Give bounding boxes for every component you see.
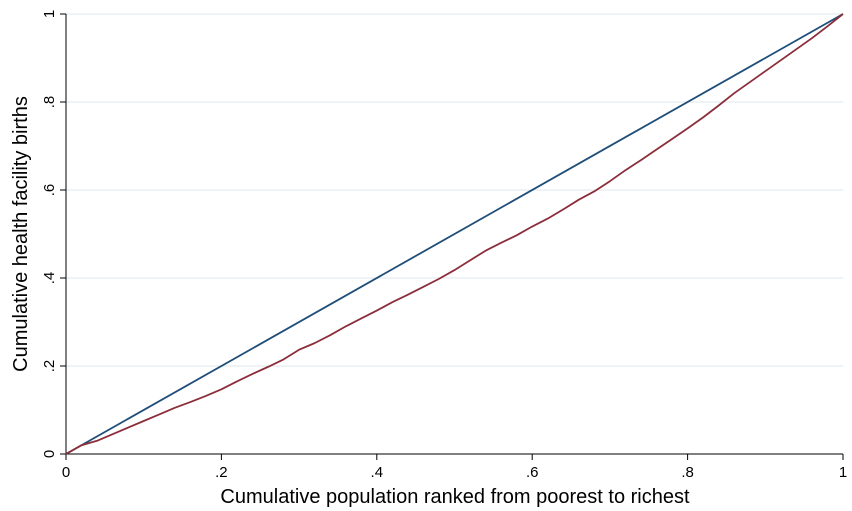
x-tick-label: 0 bbox=[62, 464, 70, 481]
x-tick-label: .2 bbox=[215, 464, 228, 481]
gridlines bbox=[66, 13, 843, 367]
x-tick-label: .8 bbox=[681, 464, 694, 481]
concentration-curve bbox=[65, 13, 844, 455]
y-tick-label: 0 bbox=[41, 450, 58, 458]
y-tick-label: .6 bbox=[41, 184, 58, 197]
x-tick-label: .6 bbox=[526, 464, 539, 481]
x-axis-title: Cumulative population ranked from poores… bbox=[220, 486, 690, 508]
x-tick-label: .4 bbox=[371, 464, 384, 481]
x-ticks: 0 .2 .4 .6 .8 1 bbox=[62, 454, 847, 481]
x-tick-label: 1 bbox=[839, 464, 847, 481]
y-tick-label: .2 bbox=[41, 360, 58, 373]
y-axis-title: Cumulative health facility births bbox=[10, 96, 32, 372]
y-tick-label: .4 bbox=[41, 272, 58, 285]
y-ticks: 0 .2 .4 .6 .8 1 bbox=[41, 10, 66, 458]
axes bbox=[65, 14, 843, 455]
equality-line bbox=[65, 13, 844, 455]
y-tick-label: .8 bbox=[41, 96, 58, 109]
series-layer bbox=[65, 13, 844, 455]
y-tick-label: 1 bbox=[41, 10, 58, 18]
